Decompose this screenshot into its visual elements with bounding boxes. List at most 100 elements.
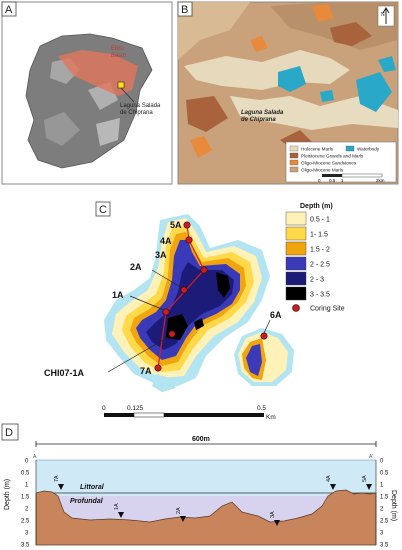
site-label-6a: 6A: [270, 310, 282, 320]
ytick-left-0: 0: [25, 459, 29, 465]
legend-swatch-marls: [289, 166, 299, 173]
legend-label-2-2-5: 2 - 2.5: [310, 262, 330, 269]
core-label-5a: 5A: [362, 475, 368, 482]
ytick-right-0: 0: [380, 459, 384, 465]
scale-c-0: 0: [102, 405, 106, 412]
panel-d-letter: D: [5, 427, 13, 439]
ytick-left-2-5: 2.5: [21, 519, 30, 525]
legend-label-1-1-5: 1- 1.5: [310, 232, 328, 239]
core-markers: 7A 1A 2A 3A 4A 5A: [54, 475, 372, 526]
panel-b-letter: B: [181, 4, 188, 16]
scale-c-05: 0.5: [257, 405, 266, 412]
panel-b-legend: Holocene Marls Waterbody Pleistocene Gra…: [285, 141, 397, 183]
scale-c-0125: 0.125: [127, 405, 144, 412]
depth-legend: Depth (m) 0.5 - 1 1- 1.5 1.5 - 2 2 - 2.5…: [285, 203, 345, 313]
core-label-2a: 2A: [176, 507, 182, 514]
legend-swatch-waterbody: [345, 145, 355, 152]
site-label-chi07-1a: CHI07-1A: [44, 368, 85, 378]
core-marker-3a: [274, 520, 280, 526]
core-marker-2a: [180, 516, 186, 522]
panel-c-letter: C: [99, 204, 107, 216]
depth-3-3-5-east: [216, 272, 230, 298]
site-label-4a: 4A: [160, 236, 172, 246]
scale-1: 1: [341, 178, 344, 183]
site-label-1a: 1A: [112, 290, 124, 300]
site-label-3a: 3A: [155, 250, 167, 260]
coring-site-legend-label: Coring Site: [310, 306, 345, 313]
ytick-left-0-5: 0.5: [21, 471, 30, 477]
panel-c-scale-bar: 0 0.125 0.5 Km: [102, 405, 276, 421]
water-littoral-zone: [36, 460, 376, 496]
core-marker-5a: [366, 484, 372, 490]
legend-label-0-5-1: 0.5 - 1: [310, 217, 330, 224]
ebro-basin-label: Ebro: [111, 46, 124, 52]
y-axis-title-left: Depth (m): [4, 479, 11, 510]
coring-site-1a: [162, 308, 170, 316]
transect-end-a: A: [33, 454, 37, 460]
ytick-right-1-5: 1.5: [380, 495, 389, 501]
legend-label-holocene-marls: Holocene Marls: [301, 147, 334, 152]
legend-label-3-3-5: 3 - 3.5: [310, 292, 330, 299]
legend-label-1-5-2: 1.5 - 2: [310, 247, 330, 254]
transect-end-a-prime: A': [369, 454, 373, 460]
legend-swatch-1-5-2: [285, 241, 307, 256]
panel-a-letter: A: [5, 4, 13, 16]
ytick-right-1: 1: [380, 483, 384, 489]
ytick-left-1-5: 1.5: [21, 495, 30, 501]
coring-site-3a: [200, 266, 208, 274]
legend-label-2-3: 2 - 3: [310, 277, 324, 284]
legend-swatch-sandstones: [289, 159, 299, 166]
panel-b-scale-bar: 0 0.5 1 2km: [318, 173, 385, 183]
ytick-right-2-5: 2.5: [380, 519, 389, 525]
legend-label-marls: Oligo-Miocene Marls: [301, 168, 344, 173]
legend-swatch-2-3: [285, 271, 307, 286]
core-label-7a: 7A: [54, 475, 60, 482]
coring-site-5a: [183, 221, 191, 229]
ytick-left-1: 1: [25, 483, 29, 489]
site-label-2a: 2A: [130, 262, 142, 272]
legend-swatch-2-2-5: [285, 256, 307, 271]
legend-label-pleistocene: Pleistocene Gravels and Marls: [301, 154, 364, 159]
core-marker-1a: [118, 512, 124, 518]
site-label-2: de Chiprana: [241, 117, 276, 123]
legend-label-waterbody: Waterbody: [357, 147, 380, 152]
waterbody-laguna: [278, 66, 306, 92]
lake-bed-sediment: [35, 489, 377, 546]
site-label: Laguna Salada: [241, 110, 284, 116]
site-label-2: de Chiprana: [120, 110, 153, 116]
core-label-4a: 4A: [326, 475, 332, 482]
legend-swatch-holocene-marls: [289, 145, 299, 152]
panel-a: A Ebro Basin Laguna Salada de Chiprana: [1, 1, 173, 185]
depth-2-2-5-east: [246, 344, 262, 376]
y-axis-right: Depth (m) 0 0.5 1 1.5 2 2.5 3 3.5: [375, 459, 397, 549]
zone-label-profundal: Profundal: [70, 498, 104, 505]
site-label-7a: 7A: [140, 366, 152, 376]
panel-c: C 5A 4A 3A 2A: [44, 201, 345, 421]
ytick-right-2: 2: [380, 507, 384, 513]
ytick-right-3-5: 3.5: [380, 543, 389, 549]
scale-2km: 2km: [376, 178, 385, 183]
ytick-right-0-5: 0.5: [380, 471, 389, 477]
coring-site-legend-marker: [292, 304, 300, 312]
panel-d: D 600m A A' Depth (m) 0 0.5 1 1.5 2 2.5 …: [1, 423, 397, 549]
legend-label-sandstones: Oligo-Miocene Sandstones: [301, 161, 357, 166]
zone-label-littoral: Littoral: [80, 484, 105, 491]
ytick-left-3-5: 3.5: [21, 543, 30, 549]
north-label: N: [381, 12, 385, 18]
north-arrow: N: [377, 5, 395, 27]
scale-c-km: Km: [266, 414, 276, 421]
coring-site-2a: [180, 286, 188, 294]
coring-sites: [154, 221, 268, 372]
site-label-5a: 5A: [170, 220, 182, 230]
coring-site-6a: [260, 332, 268, 340]
coring-site-7a: [154, 364, 162, 372]
core-label-1a: 1A: [114, 503, 120, 510]
core-marker-4a: [330, 484, 336, 490]
y-axis-title-right: Depth (m): [390, 490, 397, 521]
legend-swatch-pleistocene: [289, 152, 299, 159]
y-axis-left: Depth (m) 0 0.5 1 1.5 2 2.5 3 3.5: [4, 459, 37, 549]
waterbody-east: [356, 72, 392, 112]
ytick-right-3: 3: [380, 531, 384, 537]
scale-0: 0: [318, 178, 321, 183]
